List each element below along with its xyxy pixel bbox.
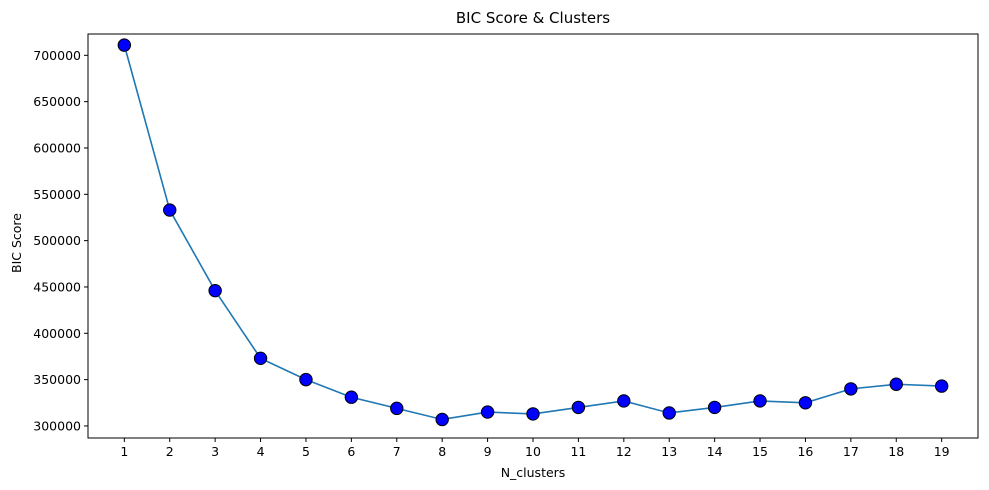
data-point [934,379,949,393]
x-tick-label: 10 [525,444,541,459]
y-tick-label: 350000 [33,372,81,387]
y-axis-label: BIC Score [9,213,24,273]
data-point [753,394,767,408]
data-point [299,372,313,387]
x-tick-label: 13 [661,444,677,459]
x-tick-label: 4 [257,444,265,459]
x-tick-label: 5 [302,444,310,459]
x-tick-label: 18 [888,444,904,459]
x-tick-label: 9 [484,444,492,459]
data-point [435,412,449,427]
data-point [344,390,359,404]
data-point [707,400,722,415]
data-point [798,396,813,410]
data-point [526,407,540,421]
x-tick-label: 14 [707,444,723,459]
series-line [123,44,942,421]
data-point [662,406,676,420]
data-point [253,351,268,366]
x-tick-label: 1 [120,444,128,459]
y-tick-label: 550000 [33,187,81,202]
y-tick-label: 700000 [33,48,81,63]
y-tick-label: 400000 [33,326,81,341]
y-tick-label: 600000 [33,140,81,155]
data-point [617,394,631,408]
x-tick-label: 19 [934,444,950,459]
chart-title: BIC Score & Clusters [456,9,610,27]
data-point [889,377,903,391]
x-tick-label: 6 [347,444,355,459]
x-tick-label: 7 [393,444,401,459]
plot-area: 1 2 3 4 5 6 7 8 9 10 11 12 13 14 15 16 17 18 1930000035000… [33,33,979,459]
y-tick-label: 500000 [33,233,81,248]
y-tick-label: 650000 [33,94,81,109]
plot-frame [87,33,979,439]
x-tick-label: 12 [616,444,632,459]
x-tick-label: 2 [166,444,174,459]
data-point [163,203,177,217]
data-point [844,382,858,396]
x-tick-label: 8 [438,444,446,459]
data-point [117,38,132,52]
x-tick-label: 11 [570,444,586,459]
x-tick-label: 15 [752,444,768,459]
data-point [571,400,586,415]
data-point [208,283,222,298]
x-tick-label: 3 [211,444,219,459]
x-tick-label: 17 [843,444,859,459]
x-axis-label: N_clusters [501,465,566,480]
y-tick-label: 450000 [33,279,81,294]
data-point [390,401,404,416]
data-point [480,405,495,419]
y-tick-label: 300000 [33,418,81,433]
x-tick-label: 16 [797,444,813,459]
